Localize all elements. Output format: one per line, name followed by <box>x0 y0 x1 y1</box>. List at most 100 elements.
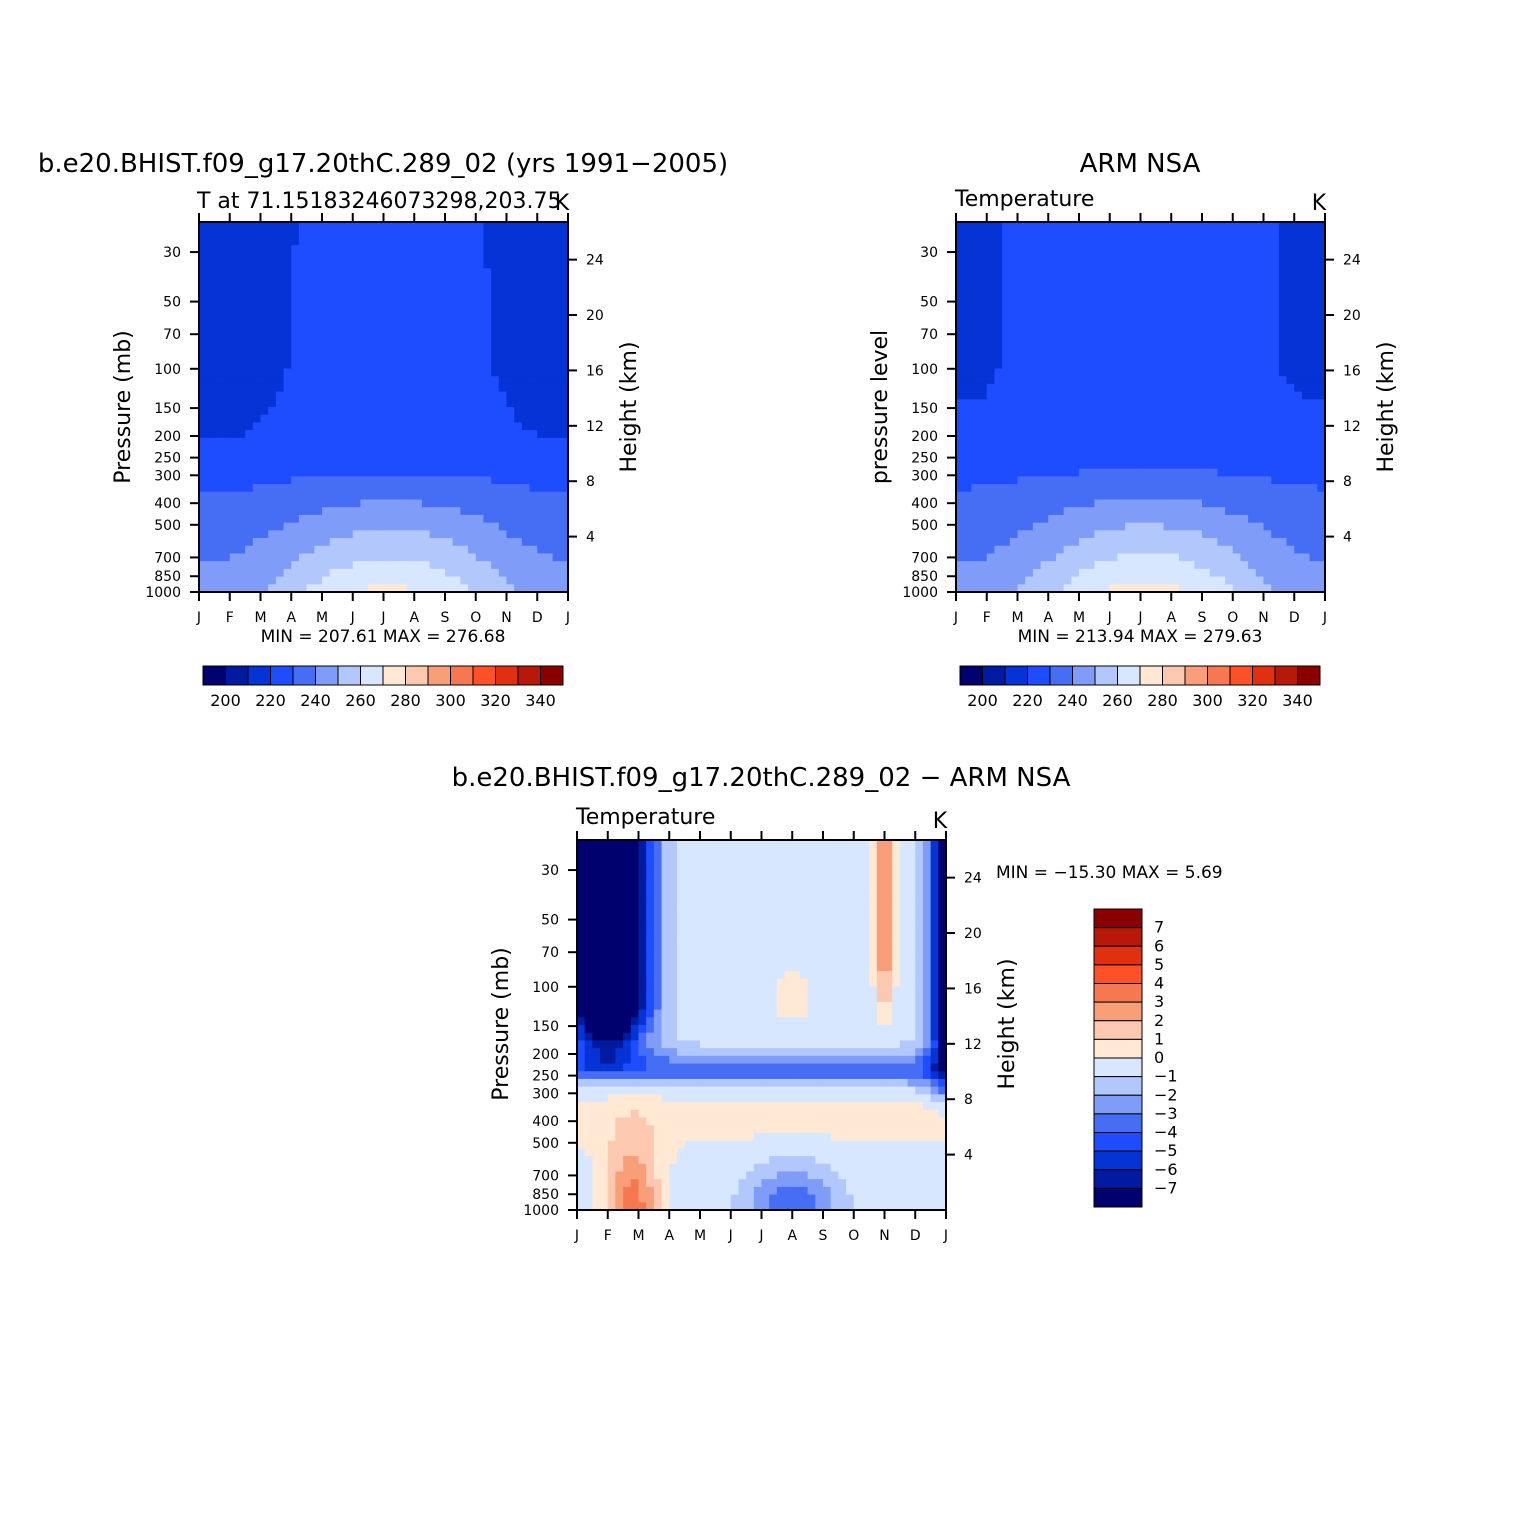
field-cell <box>1032 222 1042 231</box>
field-cell <box>1155 522 1165 531</box>
field-cell <box>1117 460 1126 470</box>
field-cell <box>283 345 292 354</box>
field-cell <box>1186 422 1195 431</box>
field-cell <box>1063 337 1072 346</box>
field-cell <box>345 283 354 292</box>
field-cell <box>592 932 601 941</box>
field-cell <box>1040 430 1049 439</box>
field-cell <box>491 430 500 439</box>
field-cell <box>360 299 369 308</box>
field-cell <box>1278 229 1288 239</box>
field-cell <box>1025 476 1034 485</box>
field-cell <box>986 314 996 323</box>
y-tick-label: 70 <box>163 327 181 343</box>
field-cell <box>314 407 323 416</box>
y-tick-label: 100 <box>911 362 938 378</box>
field-cell <box>445 538 454 547</box>
field-cell <box>1079 430 1088 439</box>
panel-units: K <box>933 809 948 834</box>
field-cell <box>229 245 239 254</box>
field-cell <box>1263 222 1272 231</box>
field-cell <box>1140 376 1149 385</box>
field-cell <box>1194 306 1203 316</box>
field-cell <box>1132 476 1142 485</box>
field-cell <box>1132 491 1142 501</box>
field-cell <box>414 229 423 239</box>
x-tick-label: A <box>409 610 419 626</box>
field-cell <box>514 407 523 416</box>
field-cell <box>956 484 965 493</box>
field-cell <box>414 576 423 585</box>
field-cell <box>260 530 269 539</box>
field-cell <box>521 491 531 501</box>
field-cell <box>971 337 980 346</box>
field-cell <box>260 553 269 562</box>
field-cell <box>584 978 593 988</box>
field-cell <box>306 476 315 485</box>
field-cell <box>421 322 431 331</box>
colorbar-box <box>337 665 361 686</box>
field-cell <box>1017 383 1026 393</box>
field-cell <box>391 514 400 524</box>
field-cell <box>1194 353 1203 362</box>
field-cell <box>1194 322 1203 331</box>
field-cell <box>577 986 586 995</box>
field-cell <box>445 222 454 231</box>
field-cell <box>1186 268 1195 277</box>
field-cell <box>298 568 308 578</box>
field-cell <box>1148 383 1157 393</box>
field-cell <box>460 553 469 562</box>
field-cell <box>1186 229 1195 239</box>
field-cell <box>592 1109 601 1119</box>
field-cell <box>1148 237 1157 246</box>
field-cell <box>1055 445 1065 454</box>
field-cell <box>222 453 231 462</box>
field-cell <box>452 329 461 339</box>
field-cell <box>1294 445 1303 454</box>
field-cell <box>1063 407 1072 416</box>
field-cell <box>1202 514 1211 524</box>
field-cell <box>994 322 1003 331</box>
field-cell <box>468 329 477 339</box>
field-cell <box>291 345 300 354</box>
field-cell <box>1140 584 1149 593</box>
field-cell <box>222 275 231 285</box>
field-cell <box>1086 460 1095 470</box>
field-cell <box>314 283 323 292</box>
field-cell <box>1009 584 1019 593</box>
field-cell <box>1225 391 1234 400</box>
field-cell <box>560 222 569 231</box>
field-cell <box>1202 368 1211 377</box>
field-cell <box>337 453 346 462</box>
field-cell <box>1148 329 1157 339</box>
field-cell <box>1271 376 1280 385</box>
field-cell <box>414 460 423 470</box>
field-cell <box>475 568 485 578</box>
field-cell <box>414 399 423 408</box>
field-cell <box>963 245 972 254</box>
field-cell <box>1178 399 1188 408</box>
field-cell <box>1301 568 1311 578</box>
field-cell <box>1286 468 1295 477</box>
field-cell <box>986 476 996 485</box>
field-cell <box>979 545 988 555</box>
field-cell <box>498 229 508 239</box>
field-cell <box>577 978 586 988</box>
field-cell <box>1071 322 1080 331</box>
field-cell <box>337 291 346 300</box>
field-cell <box>468 322 477 331</box>
field-cell <box>383 329 392 339</box>
field-cell <box>475 561 485 570</box>
field-cell <box>468 252 477 262</box>
field-cell <box>283 222 292 231</box>
field-cell <box>460 345 469 354</box>
y-tick-label: 200 <box>911 429 938 445</box>
field-cell <box>483 437 492 447</box>
field-cell <box>329 484 338 493</box>
field-cell <box>1063 460 1072 470</box>
field-cell <box>345 445 354 454</box>
field-cell <box>475 299 485 308</box>
field-cell <box>1125 553 1134 562</box>
field-cell <box>368 245 377 254</box>
field-cell <box>1025 329 1034 339</box>
